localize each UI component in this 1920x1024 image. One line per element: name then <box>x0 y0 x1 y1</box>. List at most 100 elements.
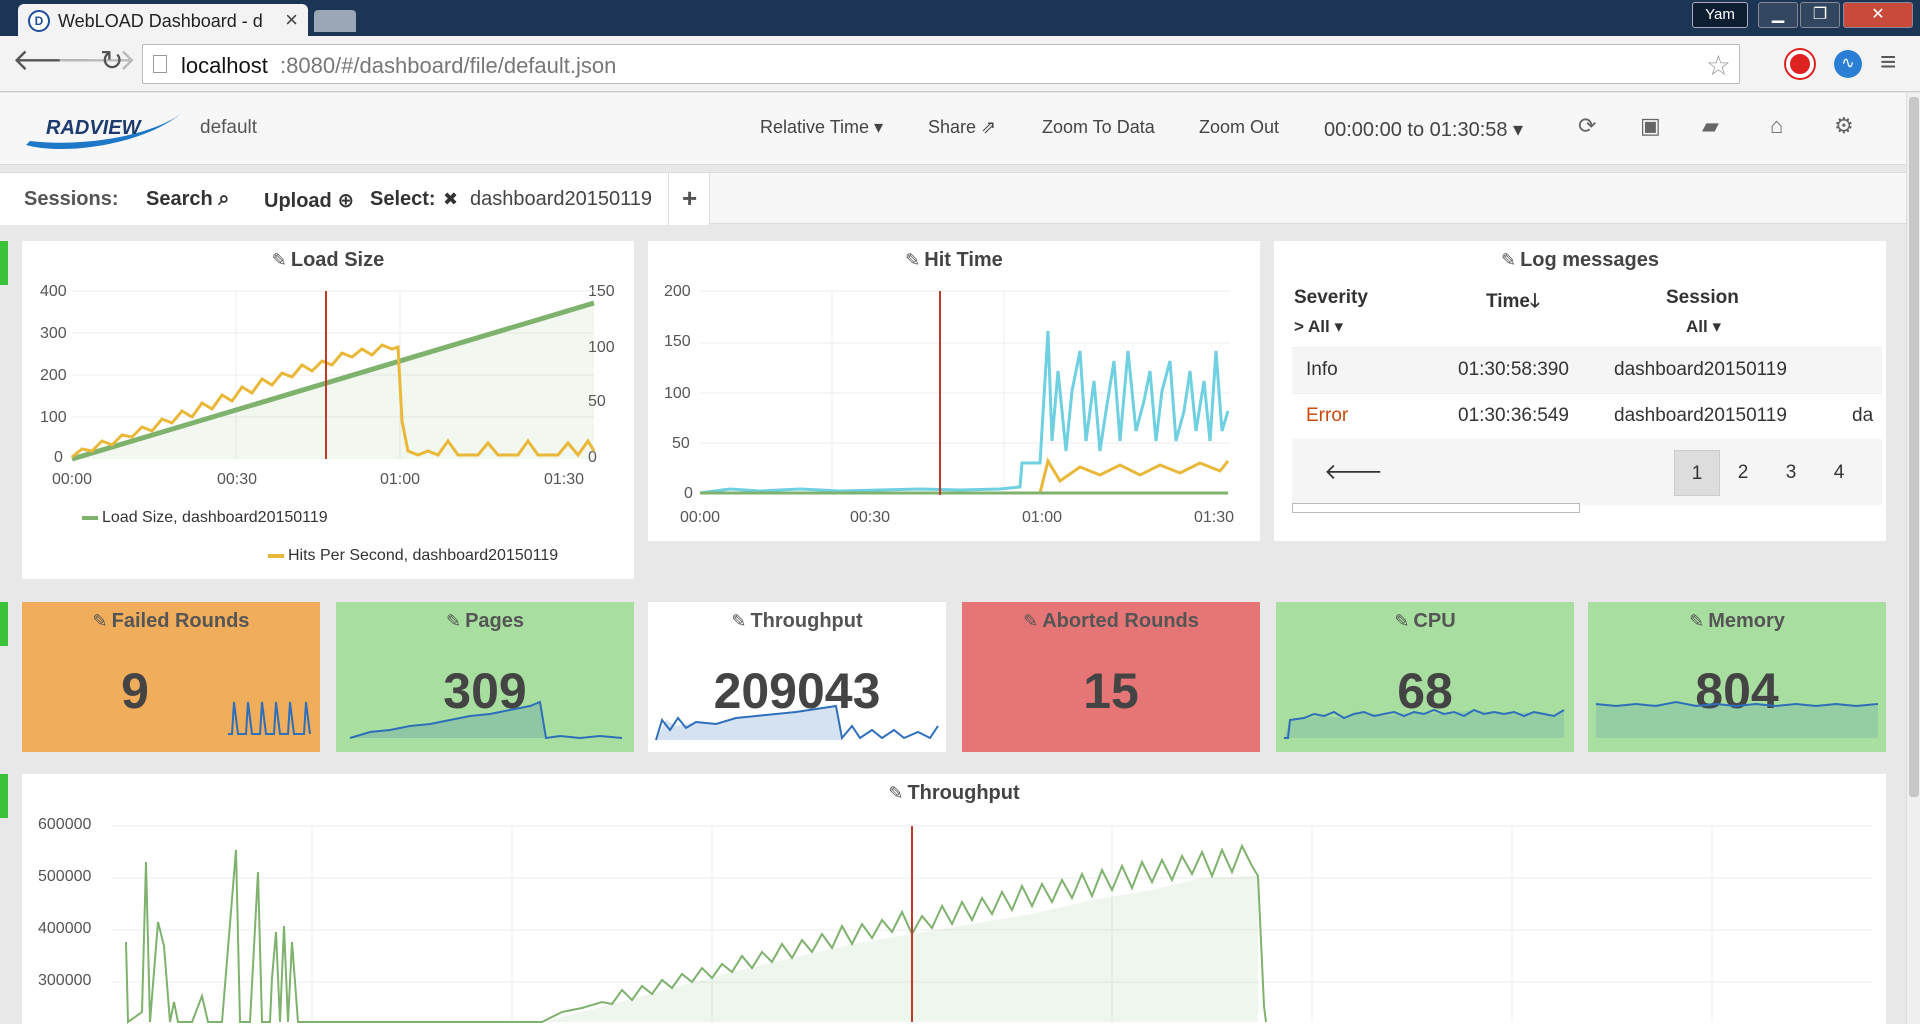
session-filter-dropdown[interactable]: All ▾ <box>1686 317 1721 336</box>
pencil-icon[interactable]: ✎ <box>1394 611 1410 631</box>
panel-title[interactable]: ✎ Hit Time <box>648 249 1260 272</box>
load-size-chart[interactable] <box>71 290 596 462</box>
load-size-panel: ✎ Load Size 400 300 200 100 0 150 100 50 … <box>22 241 634 579</box>
y-tick: 50 <box>672 435 690 452</box>
pencil-icon[interactable]: ✎ <box>1500 250 1517 270</box>
cpu-tile[interactable]: ✎ CPU 68 <box>1276 602 1574 752</box>
tile-value: 209043 <box>713 663 881 719</box>
y-tick: 200 <box>40 367 67 384</box>
time-range-picker[interactable]: 00:00:00 to 01:30:58 ▾ <box>1324 119 1524 141</box>
maximize-icon[interactable]: ❐ <box>1800 2 1840 28</box>
throughput-chart[interactable] <box>112 825 1872 1024</box>
back-arrow-icon[interactable]: 🡐 <box>12 44 93 77</box>
save-icon[interactable]: ▣ <box>1640 113 1661 138</box>
add-session-icon[interactable]: + <box>682 183 698 213</box>
y2-tick: 100 <box>588 339 615 356</box>
aborted-rounds-tile[interactable]: ✎ Aborted Rounds 15 <box>962 602 1260 752</box>
zoom-to-data-button[interactable]: Zoom To Data <box>1042 117 1155 137</box>
select-label: Select: <box>370 188 436 210</box>
browser-toolbar: 🡐 🡒 ↻ localhost :8080/#/dashboard/file/d… <box>0 36 1920 92</box>
column-header-session[interactable]: Session <box>1666 287 1739 308</box>
y-tick: 600000 <box>38 816 92 833</box>
severity-filter-dropdown[interactable]: > All ▾ <box>1294 317 1343 336</box>
row-marker[interactable] <box>0 774 8 818</box>
page-button-4[interactable]: 4 <box>1833 462 1845 483</box>
page-button-2[interactable]: 2 <box>1737 462 1749 483</box>
profile-button[interactable]: Yam <box>1692 2 1748 28</box>
tab-title: WebLOAD Dashboard - d <box>58 11 263 31</box>
previous-page-icon[interactable]: 🡐 <box>1324 459 1383 484</box>
tile-title: ✎ CPU <box>1394 610 1456 632</box>
relative-time-dropdown[interactable]: Relative Time ▾ <box>760 117 884 137</box>
tile-title: ✎ Throughput <box>731 610 863 632</box>
page-button-1[interactable]: 1 <box>1674 450 1720 496</box>
column-header-time[interactable]: Time🡓 <box>1486 291 1540 312</box>
forward-arrow-icon[interactable]: 🡒 <box>56 44 137 77</box>
table-row[interactable]: Info 01:30:58:390 dashboard20150119 <box>1292 347 1882 393</box>
row-marker[interactable] <box>0 602 8 646</box>
throughput-panel: ✎ Throughput 600000 500000 400000 300000 <box>22 774 1886 1024</box>
share-button[interactable]: Share ⇗ <box>928 117 997 137</box>
pencil-icon[interactable]: ✎ <box>1023 611 1039 631</box>
sessions-strip: Sessions: Search ⌕ Upload ⊕ Select: ✖ da… <box>0 173 710 225</box>
window-close-icon[interactable]: ✕ <box>1843 2 1913 28</box>
pencil-icon[interactable]: ✎ <box>92 611 108 631</box>
legend-item-hits[interactable]: Hits Per Second, dashboard20150119 <box>268 547 558 565</box>
page-button-3[interactable]: 3 <box>1785 462 1797 483</box>
tile-value: 68 <box>1397 663 1453 719</box>
home-icon[interactable]: ⌂ <box>1770 113 1784 138</box>
log-messages-panel: ✎ Log messages Severity Time🡓 Session > A… <box>1274 241 1886 541</box>
column-header-severity[interactable]: Severity <box>1294 287 1368 308</box>
log-session: dashboard20150119 <box>1614 405 1787 426</box>
log-session: dashboard20150119 <box>1614 359 1787 380</box>
pulse-extension-icon[interactable]: ∿ <box>1834 50 1862 78</box>
panel-title[interactable]: ✎ Log messages <box>1274 249 1886 272</box>
pencil-icon[interactable]: ✎ <box>731 611 747 631</box>
pencil-icon[interactable]: ✎ <box>905 250 921 270</box>
hit-time-chart[interactable] <box>699 290 1230 497</box>
browser-menu-icon[interactable]: ≡ <box>1880 46 1897 77</box>
pencil-icon[interactable]: ✎ <box>1689 611 1705 631</box>
y-tick: 200 <box>664 283 691 300</box>
reload-icon[interactable]: ↻ <box>100 45 124 76</box>
upload-session-button[interactable]: Upload ⊕ <box>264 190 355 212</box>
pencil-icon[interactable]: ✎ <box>271 250 287 270</box>
remove-session-icon[interactable]: ✖ <box>443 189 459 209</box>
table-row[interactable]: Error 01:30:36:549 dashboard20150119 da <box>1292 393 1882 439</box>
app-header: RADVIEW default Relative Time ▾ Share ⇗ … <box>0 93 1920 165</box>
minimize-icon[interactable]: ▁ <box>1758 2 1798 28</box>
browser-tab-active[interactable]: D WebLOAD Dashboard - d × <box>18 4 308 36</box>
selected-session[interactable]: dashboard20150119 <box>470 188 653 210</box>
throughput-series <box>125 843 1267 1024</box>
pencil-icon[interactable]: ✎ <box>445 611 462 631</box>
log-time: 01:30:58:390 <box>1458 359 1569 380</box>
failed-rounds-tile[interactable]: ✎ Failed Rounds 9 <box>22 602 320 752</box>
tab-close-icon[interactable]: × <box>285 7 298 32</box>
folder-open-icon[interactable]: ▰ <box>1702 113 1719 138</box>
log-severity: Info <box>1306 359 1338 380</box>
panel-title[interactable]: ✎ Throughput <box>22 782 1886 805</box>
page-scrollbar[interactable] <box>1906 93 1920 1024</box>
panel-title[interactable]: ✎ Load Size <box>22 249 634 272</box>
new-tab-button[interactable] <box>314 10 356 32</box>
gear-icon[interactable]: ⚙ <box>1834 113 1854 138</box>
scrollbar-thumb[interactable] <box>1909 97 1919 797</box>
x-tick: 00:00 <box>680 509 721 526</box>
zoom-out-button[interactable]: Zoom Out <box>1199 117 1280 137</box>
throughput-tile[interactable]: ✎ Throughput 209043 <box>648 602 946 752</box>
pencil-icon[interactable]: ✎ <box>888 783 904 803</box>
horizontal-scrollbar[interactable] <box>1292 503 1580 513</box>
radview-logo[interactable]: RADVIEW <box>20 107 188 151</box>
refresh-icon[interactable]: ⟳ <box>1578 113 1597 138</box>
memory-tile[interactable]: ✎ Memory 804 <box>1588 602 1886 752</box>
adblock-extension-icon[interactable] <box>1786 50 1814 78</box>
y-tick: 150 <box>664 333 691 350</box>
search-sessions-button[interactable]: Search ⌕ <box>146 188 230 210</box>
pages-tile[interactable]: ✎ Pages 309 <box>336 602 634 752</box>
bookmark-star-icon[interactable]: ☆ <box>1705 50 1731 81</box>
log-extra: da <box>1852 405 1874 426</box>
tile-value: 15 <box>1083 663 1139 719</box>
address-bar[interactable]: localhost :8080/#/dashboard/file/default… <box>142 44 1740 84</box>
legend-item-load-size[interactable]: Load Size, dashboard20150119 <box>82 509 328 527</box>
row-marker[interactable] <box>0 241 8 285</box>
